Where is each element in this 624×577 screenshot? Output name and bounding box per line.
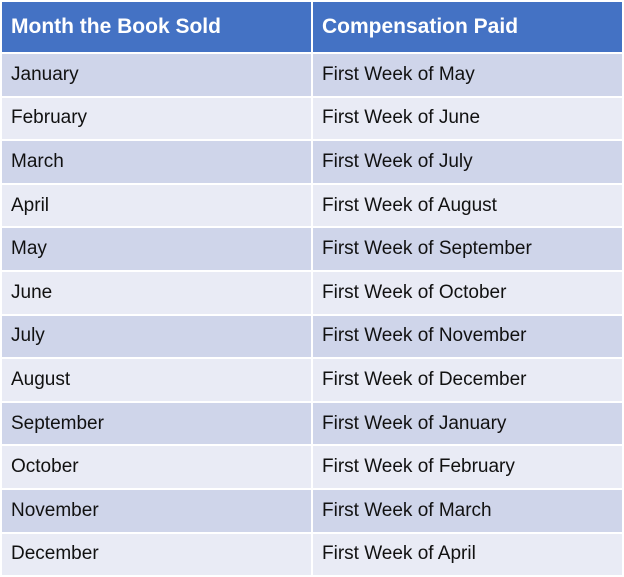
table-row: November First Week of March	[0, 487, 624, 534]
table-row: July First Week of November	[0, 313, 624, 360]
month-cell: March	[0, 139, 313, 185]
month-cell: April	[0, 182, 313, 229]
table-row: January First Week of May	[0, 52, 624, 98]
payment-cell: First Week of September	[311, 226, 624, 272]
table-row: October First Week of February	[0, 444, 624, 490]
payment-cell: First Week of February	[311, 444, 624, 490]
month-cell: May	[0, 226, 313, 272]
payment-cell: First Week of October	[311, 269, 624, 316]
payment-cell: First Week of May	[311, 52, 624, 98]
table-row: May First Week of September	[0, 226, 624, 272]
payment-cell: First Week of November	[311, 313, 624, 360]
month-cell: September	[0, 400, 313, 447]
month-cell: January	[0, 52, 313, 98]
month-cell: July	[0, 313, 313, 360]
table-row: September First Week of January	[0, 400, 624, 447]
table-row: February First Week of June	[0, 95, 624, 142]
payment-cell: First Week of December	[311, 357, 624, 403]
table-row: August First Week of December	[0, 357, 624, 403]
table-row: December First Week of April	[0, 531, 624, 577]
month-cell: June	[0, 269, 313, 316]
month-cell: October	[0, 444, 313, 490]
header-cell: Compensation Paid	[311, 0, 624, 54]
table-row: April First Week of August	[0, 182, 624, 229]
payment-cell: First Week of August	[311, 182, 624, 229]
header-cell: Month the Book Sold	[0, 0, 313, 54]
payment-cell: First Week of July	[311, 139, 624, 185]
payment-cell: First Week of March	[311, 487, 624, 534]
table-row: June First Week of October	[0, 269, 624, 316]
table-body: January First Week of May February First We…	[0, 52, 624, 577]
month-cell: December	[0, 531, 313, 577]
header-row: Month the Book Sold Compensation Paid	[0, 0, 624, 54]
month-cell: February	[0, 95, 313, 142]
payment-cell: First Week of April	[311, 531, 624, 577]
payment-cell: First Week of January	[311, 400, 624, 447]
month-cell: August	[0, 357, 313, 403]
payment-cell: First Week of June	[311, 95, 624, 142]
table-row: March First Week of July	[0, 139, 624, 185]
month-cell: November	[0, 487, 313, 534]
